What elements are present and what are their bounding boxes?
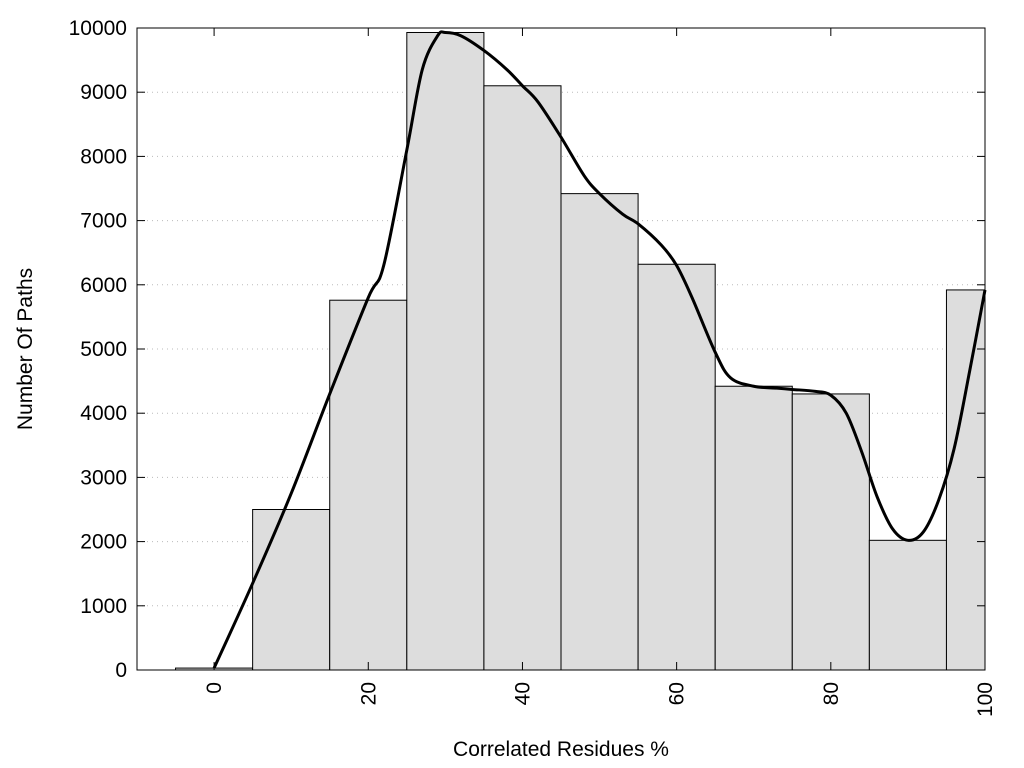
y-tick-label: 6000 — [80, 274, 127, 297]
y-tick-label: 0 — [115, 659, 127, 682]
y-tick-label: 3000 — [80, 466, 127, 489]
y-axis-label: Number Of Paths — [14, 268, 37, 430]
x-tick-label: 60 — [666, 682, 689, 705]
x-tick-label: 0 — [203, 682, 226, 694]
bar-100 — [945, 289, 986, 671]
bar-70 — [714, 385, 793, 671]
bar-50 — [560, 193, 639, 671]
bar-20 — [329, 299, 408, 671]
y-tick-label: 5000 — [80, 338, 127, 361]
x-tick-label: 40 — [511, 682, 534, 705]
bar-80 — [791, 393, 870, 671]
bar-10 — [252, 509, 331, 671]
y-tick-label: 8000 — [80, 145, 127, 168]
y-tick-label: 9000 — [80, 81, 127, 104]
x-tick-label: 20 — [357, 682, 380, 705]
y-tick-label: 1000 — [80, 595, 127, 618]
x-axis-label: Correlated Residues % — [453, 738, 669, 761]
x-tick-label: 100 — [974, 682, 997, 717]
smooth-curve — [212, 30, 987, 669]
y-tick-label: 2000 — [80, 531, 127, 554]
y-tick-label: 4000 — [80, 402, 127, 425]
y-tick-label: 7000 — [80, 210, 127, 233]
bar-90 — [868, 539, 947, 671]
x-tick-label: 80 — [820, 682, 843, 705]
bar-40 — [483, 85, 562, 671]
bar-30 — [406, 31, 485, 671]
y-axis-ticks: 0 1000 2000 3000 4000 5000 6000 7000 8000 9000 100… — [69, 17, 985, 682]
x-axis-ticks: 0 20 40 60 80 100 — [203, 28, 997, 717]
bars — [175, 31, 986, 671]
y-tick-label: 10000 — [69, 17, 127, 40]
